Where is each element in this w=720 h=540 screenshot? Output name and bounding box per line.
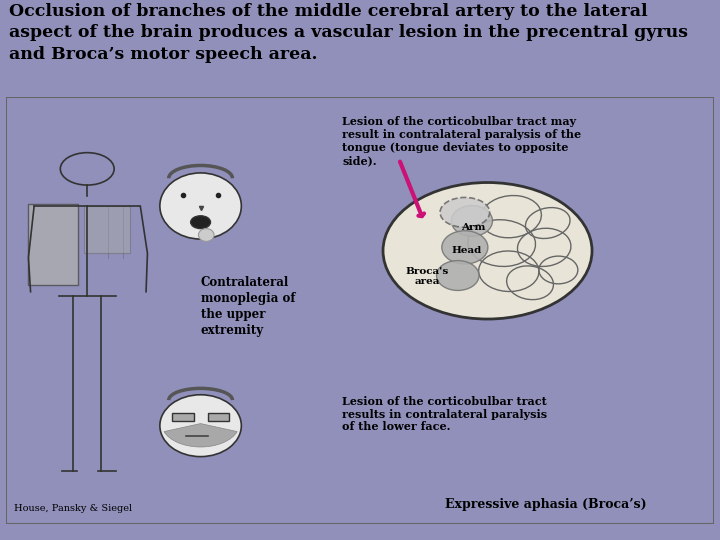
Wedge shape <box>164 423 237 447</box>
Text: Lesion of the corticobulbar tract
results in contralateral paralysis
of the lowe: Lesion of the corticobulbar tract result… <box>342 396 547 433</box>
FancyBboxPatch shape <box>84 206 130 253</box>
Ellipse shape <box>383 183 592 319</box>
Ellipse shape <box>199 228 214 241</box>
Ellipse shape <box>442 231 488 264</box>
Text: Expressive aphasia (Broca’s): Expressive aphasia (Broca’s) <box>445 498 647 511</box>
Text: Broca's
area: Broca's area <box>405 267 449 286</box>
Circle shape <box>440 198 490 227</box>
Text: House, Pansky & Siegel: House, Pansky & Siegel <box>14 504 132 513</box>
Ellipse shape <box>191 216 210 228</box>
Text: Arm: Arm <box>462 223 485 232</box>
Ellipse shape <box>160 395 241 457</box>
Ellipse shape <box>436 261 479 291</box>
Text: Contralateral
monoplegia of
the upper
extremity: Contralateral monoplegia of the upper ex… <box>201 276 295 338</box>
Ellipse shape <box>160 173 241 239</box>
Text: Occlusion of branches of the middle cerebral artery to the lateral
aspect of the: Occlusion of branches of the middle cere… <box>9 3 688 63</box>
Ellipse shape <box>451 206 492 237</box>
Text: Lesion of the corticobulbar tract may
result in contralateral paralysis of the
t: Lesion of the corticobulbar tract may re… <box>342 117 582 166</box>
Text: Head: Head <box>451 246 482 255</box>
FancyBboxPatch shape <box>28 204 78 285</box>
Bar <box>207 413 229 421</box>
Bar <box>172 413 194 421</box>
